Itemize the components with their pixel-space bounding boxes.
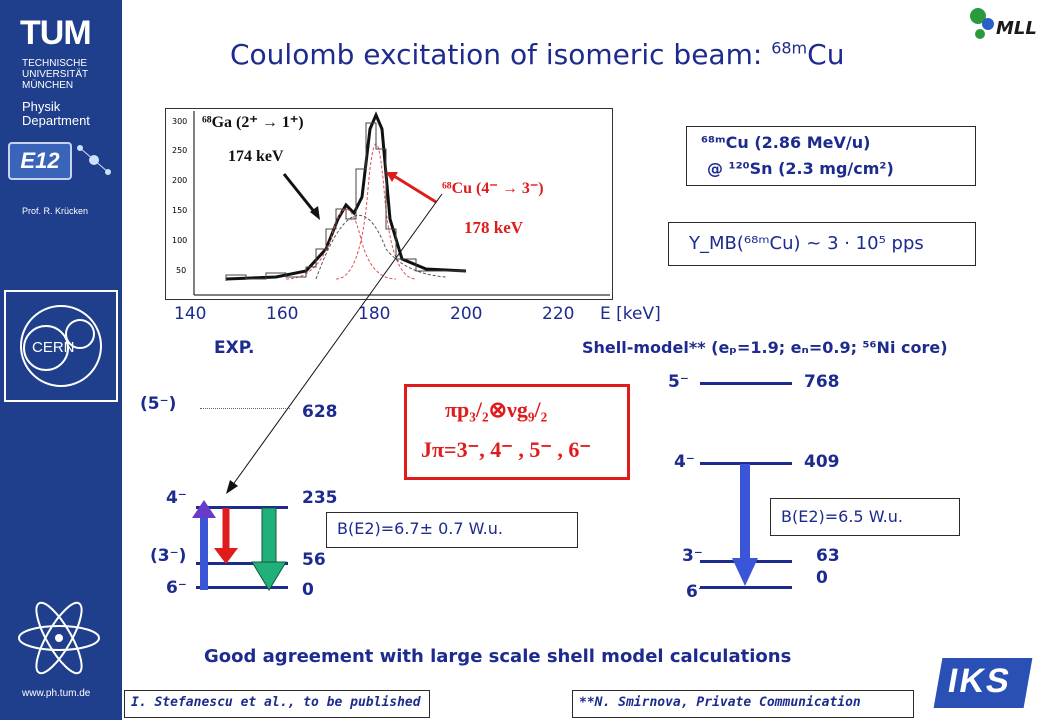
exp-spin-3: (3⁻) (150, 546, 187, 566)
x-tick-label: 200 (450, 304, 483, 324)
atom-sketch-icon (77, 145, 111, 175)
exp-spin-4: 4⁻ (166, 488, 187, 508)
e12-logo: E12 (8, 142, 72, 180)
beam-line2: @ ¹²⁰Sn (2.3 mg/cm²) (707, 159, 894, 178)
iks-logo: IKS (933, 658, 1033, 708)
decay-arrowhead (214, 548, 238, 564)
conclusion-text: Good agreement with large scale shell mo… (204, 646, 792, 667)
cu-arrowhead (386, 172, 398, 182)
yield-box: Y_MB(⁶⁸ᵐCu) ~ 3 · 10⁵ pps (668, 222, 976, 266)
x-tick-label: 140 (174, 304, 207, 324)
annotation-arrows (282, 172, 437, 220)
shell-spin-3: 3⁻ (682, 546, 703, 566)
shell-energy-768: 768 (804, 372, 840, 392)
department-name: Physik Department (22, 99, 90, 128)
mll-logo: MLL (966, 4, 1037, 44)
ga-arrowhead (310, 206, 320, 220)
shell-model-title: Shell-model** (eₚ=1.9; eₙ=0.9; ⁵⁶Ni core… (582, 338, 948, 357)
cern-text: CERN (32, 339, 75, 356)
sidebar: TUM TECHNISCHE UNIVERSITÄT MÜNCHEN Physi… (0, 0, 122, 720)
y-tick-label: 200 (172, 176, 187, 185)
footer-left-box: I. Stefanescu et al., to be published (124, 690, 430, 718)
website-url: www.ph.tum.de (22, 688, 91, 699)
exp-level-3 (196, 562, 288, 565)
beam-info-box: ⁶⁸ᵐCu (2.86 MeV/u) @ ¹²⁰Sn (2.3 mg/cm²) (686, 126, 976, 186)
shell-spin-6: 6⁻ (686, 582, 707, 602)
shell-energy-0: 0 (816, 568, 828, 588)
configuration-box: πp₃/₂⊗νg₉/₂ Jπ=3⁻, 4⁻ , 5⁻ , 6⁻ (404, 384, 630, 480)
exp-energy-56: 56 (302, 550, 326, 570)
exp-be2-box: B(E2)=6.7± 0.7 W.u. (326, 512, 578, 548)
e2-decay-arrowhead (251, 561, 287, 591)
exp-level-4 (196, 506, 288, 509)
exp-spin-5: (5⁻) (140, 394, 177, 414)
shell-energy-409: 409 (804, 452, 840, 472)
atom-logo-icon (18, 601, 100, 675)
exp-level-6 (196, 586, 288, 589)
shell-level-4 (700, 462, 792, 465)
y-tick-label: 300 (172, 117, 187, 126)
footer-right-box: **N. Smirnova, Private Communication (572, 690, 914, 718)
exp-level-5-dotted (200, 408, 290, 409)
x-tick-label: 160 (266, 304, 299, 324)
ga-transition-label: ⁶⁸Ga (2⁺ → 1⁺) (202, 114, 304, 131)
cern-logo: CERN (4, 290, 118, 402)
x-axis: 140 160 180 200 220 E [keV] (174, 304, 674, 328)
x-tick-label: 180 (358, 304, 391, 324)
x-tick-label: 220 (542, 304, 575, 324)
x-unit-label: E [keV] (600, 304, 661, 324)
shell-be2-text: B(E2)=6.5 W.u. (781, 507, 903, 526)
shell-e2-arrow (732, 464, 758, 586)
ga-energy-label: 174 keV (228, 148, 284, 165)
shell-level-6 (700, 586, 792, 589)
configuration-line1: πp₃/₂⊗νg₉/₂ (445, 397, 548, 422)
ga-gaussian-component (285, 208, 397, 280)
spectrum-fit-line (225, 111, 467, 281)
footer-left-text: I. Stefanescu et al., to be published (131, 695, 421, 710)
shell-energy-63: 63 (816, 546, 840, 566)
page-title: Coulomb excitation of isomeric beam: 68m… (230, 38, 845, 71)
exp-transition-arrows (192, 500, 287, 591)
shell-spin-4: 4⁻ (674, 452, 695, 472)
ga-arrow (282, 173, 318, 215)
e2-decay-arrow (261, 507, 277, 565)
configuration-line2: Jπ=3⁻, 4⁻ , 5⁻ , 6⁻ (421, 437, 592, 462)
university-name: TECHNISCHE UNIVERSITÄT MÜNCHEN (22, 58, 89, 91)
beam-line1: ⁶⁸ᵐCu (2.86 MeV/u) (701, 133, 871, 152)
professor-name: Prof. R. Krücken (22, 206, 89, 216)
exp-title: EXP. (214, 338, 255, 358)
cu-arrow (393, 174, 437, 204)
shell-level-5 (700, 382, 792, 385)
shell-be2-box: B(E2)=6.5 W.u. (770, 498, 960, 536)
exp-spin-6: 6⁻ (166, 578, 187, 598)
y-tick-label: 100 (172, 236, 187, 245)
shell-spin-5: 5⁻ (668, 372, 689, 392)
y-tick-label: 250 (172, 146, 187, 155)
spectrum-svg: 300 250 200 150 100 50 (172, 111, 610, 296)
spectrum-histogram (225, 122, 466, 281)
exp-energy-235: 235 (302, 488, 338, 508)
cu-transition-label: ⁶⁸Cu (4⁻ → 3⁻) (442, 180, 544, 197)
exp-be2-text: B(E2)=6.7± 0.7 W.u. (337, 519, 503, 538)
y-tick-label: 150 (172, 206, 187, 215)
tum-logo: TUM (20, 14, 92, 52)
background-component (315, 215, 447, 280)
excitation-arrowhead (192, 500, 216, 518)
exp-energy-0: 0 (302, 580, 314, 600)
yield-text: Y_MB(⁶⁸ᵐCu) ~ 3 · 10⁵ pps (689, 233, 924, 254)
exp-energy-628: 628 (302, 402, 338, 422)
y-tick-label: 50 (176, 266, 186, 275)
cu-energy-label: 178 keV (464, 218, 524, 237)
spectrum-to-level-arrow (226, 193, 443, 494)
footer-right-text: **N. Smirnova, Private Communication (579, 695, 861, 710)
